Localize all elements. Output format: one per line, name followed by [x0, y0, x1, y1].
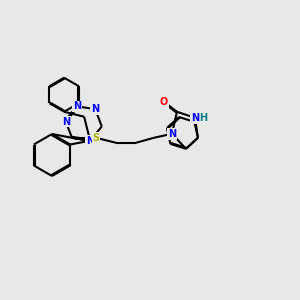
Text: N: N: [191, 113, 199, 123]
Text: N: N: [73, 101, 81, 111]
Text: N: N: [86, 136, 94, 146]
Text: N: N: [168, 129, 176, 139]
Text: N: N: [91, 104, 99, 114]
Text: H: H: [199, 113, 207, 123]
Text: S: S: [92, 133, 100, 143]
Text: O: O: [160, 97, 168, 107]
Text: N: N: [62, 117, 70, 127]
